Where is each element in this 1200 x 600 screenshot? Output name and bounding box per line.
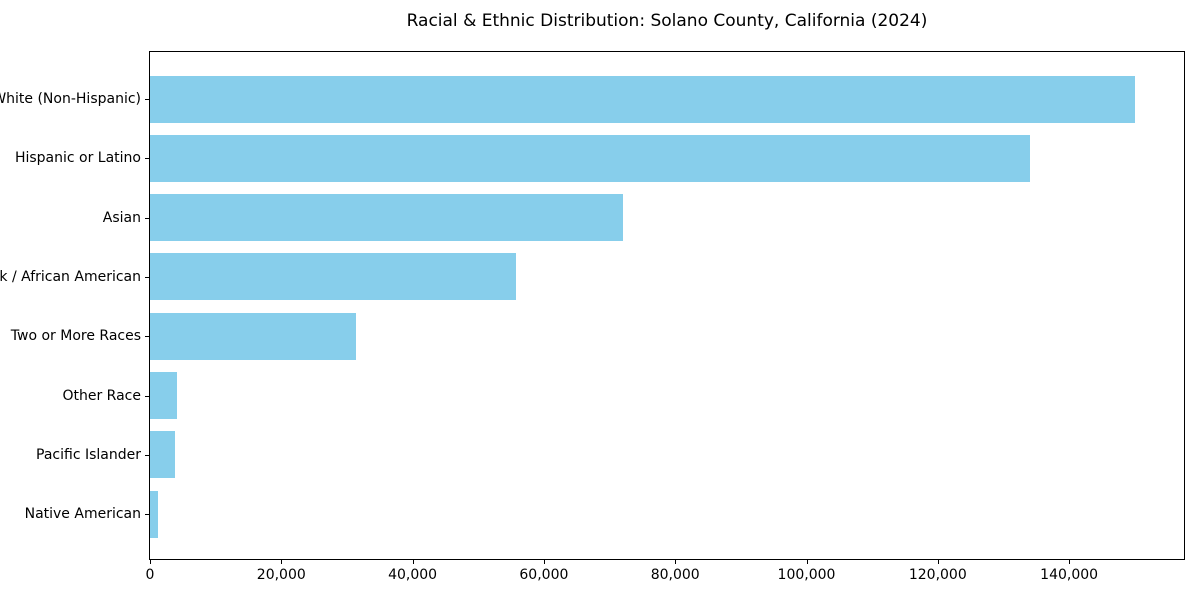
bar	[150, 194, 623, 242]
bar	[150, 312, 357, 360]
x-axis-tick-label: 0	[145, 567, 155, 583]
x-axis-tick-label: 80,000	[650, 567, 700, 583]
x-axis-tick-label: 100,000	[777, 567, 836, 583]
y-axis-category-label: Asian	[102, 209, 141, 226]
x-axis-tick-label: 40,000	[388, 567, 438, 583]
y-tick-mark	[145, 454, 150, 456]
bar	[150, 134, 1030, 182]
bar	[150, 253, 517, 301]
x-axis-tick-label: 60,000	[519, 567, 569, 583]
y-axis-category-label: Pacific Islander	[36, 446, 141, 463]
y-tick-mark	[145, 514, 150, 516]
y-axis-category-label: Other Race	[62, 387, 141, 404]
x-axis-tick-label: 140,000	[1040, 567, 1099, 583]
y-axis-category-label: Black / African American	[0, 268, 141, 285]
y-axis-category-label: White (Non-Hispanic)	[0, 91, 141, 107]
y-tick-mark	[145, 336, 150, 338]
x-tick-mark	[150, 559, 151, 564]
y-tick-mark	[145, 217, 150, 219]
x-tick-mark	[543, 559, 545, 564]
x-tick-mark	[1069, 559, 1071, 564]
x-tick-mark	[806, 559, 808, 564]
x-axis-tick-label: 20,000	[256, 567, 306, 583]
y-axis-category-label: Hispanic or Latino	[14, 150, 141, 167]
bar	[150, 431, 175, 479]
x-axis-tick-label: 120,000	[908, 567, 967, 583]
y-axis-category-label: Native American	[24, 506, 141, 523]
x-tick-mark	[937, 559, 939, 564]
bar	[150, 372, 177, 419]
x-tick-mark	[412, 559, 414, 564]
chart-title: Racial & Ethnic Distribution: Solano Cou…	[406, 11, 928, 31]
y-tick-mark	[145, 158, 150, 160]
y-axis-category-label: Two or More Races	[10, 328, 141, 345]
y-tick-mark	[145, 99, 150, 100]
x-tick-mark	[281, 559, 283, 564]
plot-area: White (Non-Hispanic) Hispanic or Latino As…	[0, 51, 1185, 583]
y-tick-mark	[145, 276, 150, 278]
bar	[150, 75, 1135, 123]
bar	[150, 490, 158, 538]
y-tick-mark	[145, 395, 150, 397]
x-tick-mark	[675, 559, 677, 564]
